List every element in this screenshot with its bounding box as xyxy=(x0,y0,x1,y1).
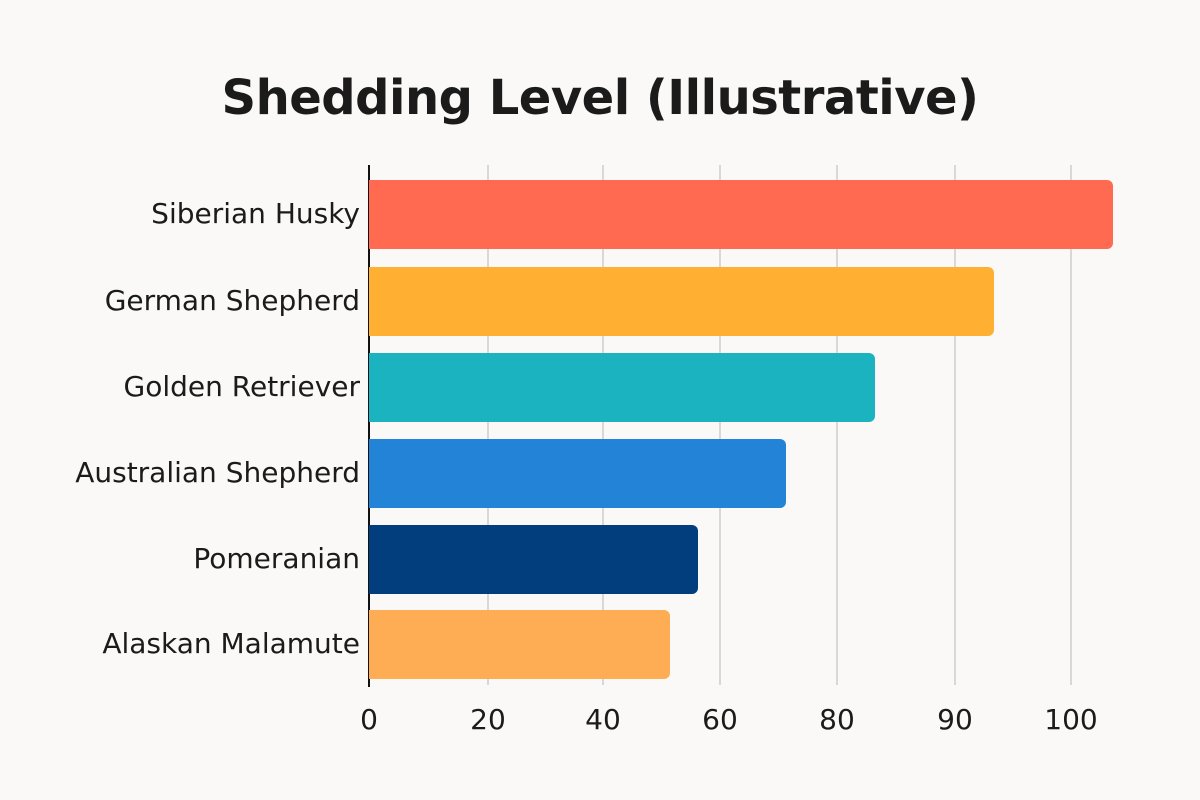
gridline xyxy=(602,165,604,685)
chart-title: Shedding Level (Illustrative) xyxy=(221,70,980,126)
x-tick-label: 20 xyxy=(470,703,506,736)
gridline xyxy=(836,165,838,685)
bar-australian-shepherd xyxy=(369,439,786,508)
gridline xyxy=(487,165,489,685)
y-axis-line xyxy=(368,165,370,687)
gridline xyxy=(719,165,721,685)
category-label: Pomeranian xyxy=(193,542,360,575)
x-tick-label: 40 xyxy=(585,703,621,736)
bar-alaskan-malamute xyxy=(369,610,670,679)
x-tick-label: 100 xyxy=(1044,703,1098,736)
bar-golden-retriever xyxy=(369,353,875,422)
x-tick-label: 60 xyxy=(702,703,738,736)
category-label: German Shepherd xyxy=(104,284,360,317)
bar-pomeranian xyxy=(369,525,698,594)
bar-german-shepherd xyxy=(369,267,994,336)
category-label: Alaskan Malamute xyxy=(102,627,360,660)
category-label: Golden Retriever xyxy=(123,370,360,403)
x-tick-label: 80 xyxy=(819,703,855,736)
x-tick-label: 90 xyxy=(937,703,973,736)
plot-area xyxy=(368,165,1149,687)
gridline xyxy=(954,165,956,685)
bar-siberian-husky xyxy=(369,180,1113,249)
x-tick-label: 0 xyxy=(360,703,378,736)
gridline xyxy=(1070,165,1072,685)
category-label: Siberian Husky xyxy=(151,197,360,230)
category-label: Australian Shepherd xyxy=(75,456,360,489)
